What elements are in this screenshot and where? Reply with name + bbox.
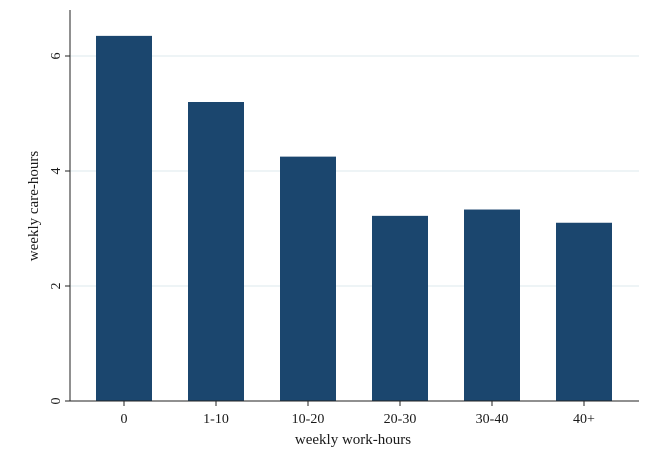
labels: 0 1-10 10-20 20-30 30-40 40+ 0 2 4 6 xyxy=(49,53,595,428)
y-tick-label-1: 2 xyxy=(49,283,64,290)
y-tick-label-3: 6 xyxy=(49,53,64,60)
bar-30-40 xyxy=(464,209,520,401)
x-tick-label-2: 10-20 xyxy=(292,412,325,427)
bar-0 xyxy=(96,35,152,401)
bar-1-10 xyxy=(188,102,244,401)
y-tick-label-0: 0 xyxy=(49,398,64,405)
bars xyxy=(96,35,612,401)
bar-20-30 xyxy=(372,215,428,401)
y-tick-label-2: 4 xyxy=(49,168,64,175)
bar-10-20 xyxy=(280,156,336,401)
x-tick-label-4: 30-40 xyxy=(476,412,509,427)
x-tick-label-1: 1-10 xyxy=(203,412,229,427)
x-axis-title: weekly work-hours xyxy=(295,432,411,448)
y-axis-title: weekly care-hours xyxy=(26,151,42,262)
axes xyxy=(65,10,639,406)
gridlines xyxy=(70,55,639,287)
x-tick-label-0: 0 xyxy=(121,412,128,427)
bar-40+ xyxy=(556,222,612,401)
x-tick-label-3: 20-30 xyxy=(384,412,417,427)
x-tick-label-5: 40+ xyxy=(573,412,595,427)
